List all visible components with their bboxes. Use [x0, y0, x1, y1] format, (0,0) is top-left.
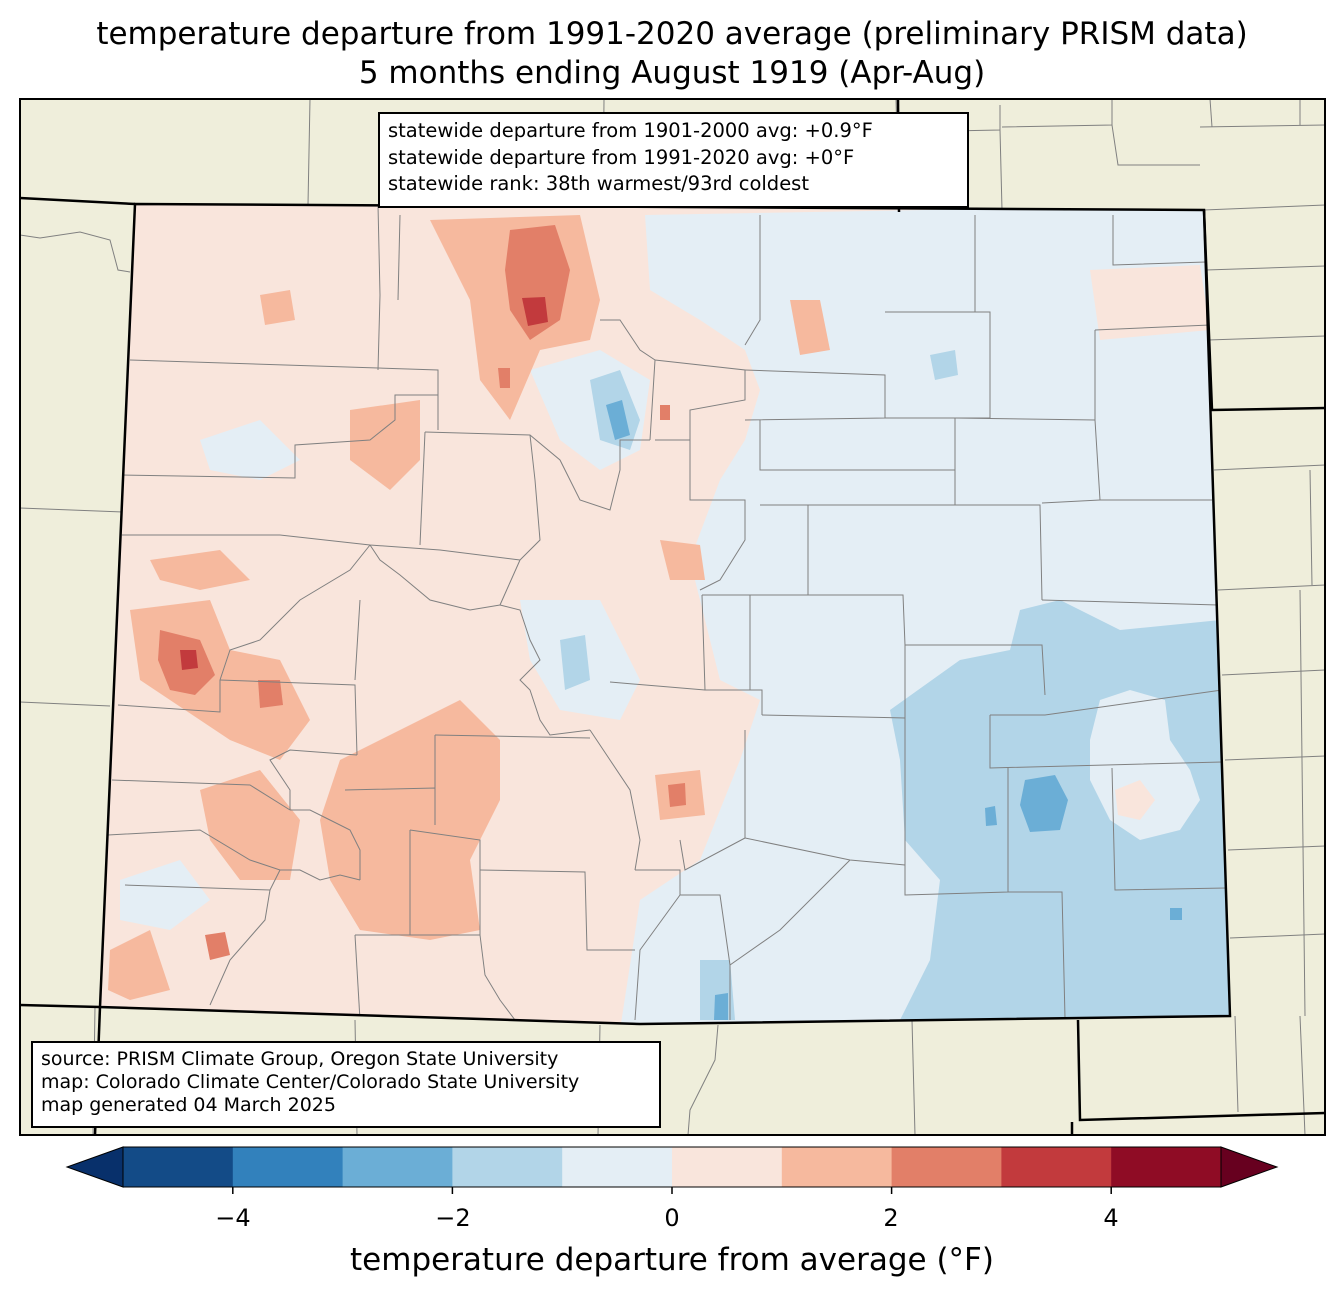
- stats-rank: statewide rank: 38th warmest/93rd coldes…: [388, 172, 809, 195]
- field-warmer-sw2: [200, 770, 300, 880]
- source-box: source: PRISM Climate Group, Oregon Stat…: [31, 1041, 661, 1128]
- field-hot-dot2: [660, 405, 670, 420]
- field-warmer-nw: [260, 290, 295, 325]
- stats-departure-1991-2020: statewide departure from 1991-2020 avg: …: [388, 145, 855, 169]
- field-hot-north: [505, 225, 570, 340]
- colorbar-bin: [232, 1147, 344, 1187]
- county-lines: [107, 204, 1229, 1021]
- map-title: temperature departure from 1991-2020 ave…: [96, 16, 1248, 52]
- field-hot-dot: [498, 368, 510, 388]
- field-colder-se: [1020, 775, 1068, 832]
- colorbar-tick-label: 4: [1103, 1204, 1119, 1232]
- colorado-border: [98, 202, 1232, 1026]
- field-colder-dot2: [1170, 908, 1182, 920]
- colorbar-tick-label: 0: [664, 1204, 680, 1232]
- colorbar-bin: [123, 1147, 234, 1187]
- colorbar-bin: [1001, 1147, 1112, 1187]
- map-subtitle: 5 months ending August 1919 (Apr-Aug): [358, 55, 986, 91]
- colorbar-bin: [562, 1147, 673, 1187]
- stats-departure-1901-2000: statewide departure from 1901-2000 avg: …: [388, 119, 873, 142]
- colorbar-tick-label: 2: [883, 1204, 899, 1232]
- colorbar-arrow-high: [1220, 1146, 1279, 1188]
- field-hotter-west: [180, 650, 198, 670]
- colorbar: [65, 1146, 1279, 1194]
- colorbar-bin: [452, 1147, 563, 1187]
- generated-date-line: map generated 04 March 2025: [41, 1094, 336, 1116]
- field-hot-pueblo: [668, 783, 686, 807]
- temperature-field: [100, 204, 1230, 1024]
- source-line: source: PRISM Climate Group, Oregon Stat…: [41, 1048, 559, 1070]
- field-warm-east-blob: [1090, 265, 1210, 340]
- field-colder-south: [714, 993, 728, 1020]
- field-hot-west2: [258, 680, 283, 708]
- field-cold-slv: [560, 635, 590, 690]
- field-cool-sw: [120, 860, 210, 930]
- colorbar-bin: [891, 1147, 1002, 1187]
- field-warmer-east1: [790, 300, 830, 355]
- field-warmer-west2: [150, 550, 250, 590]
- map-frame: [19, 98, 1326, 1136]
- map-credit-line: map: Colorado Climate Center/Colorado St…: [41, 1071, 580, 1093]
- field-warmer-sw: [320, 700, 500, 940]
- colorbar-bin: [1111, 1147, 1222, 1187]
- field-warmer-far-sw: [108, 930, 170, 1000]
- field-warmer-front: [660, 540, 705, 580]
- colorbar-tick-label: −4: [215, 1204, 251, 1232]
- colorbar-tick-label: −2: [435, 1204, 471, 1232]
- colorbar-label: temperature departure from average (°F): [350, 1242, 994, 1278]
- statewide-stats-box: statewide departure from 1901-2000 avg: …: [378, 112, 969, 208]
- colorbar-bin: [672, 1147, 783, 1187]
- field-hotter-north: [522, 297, 548, 326]
- colorbar-bin: [342, 1147, 453, 1187]
- field-warmer-center: [350, 400, 420, 490]
- field-colder-lake: [606, 400, 630, 440]
- colorbar-bin: [781, 1147, 893, 1187]
- field-cold-ne-dot: [930, 350, 958, 380]
- field-hot-sw: [205, 932, 230, 960]
- field-warm-hole: [1115, 780, 1155, 820]
- field-cool-west1: [200, 420, 300, 480]
- field-colder-dot1: [985, 806, 997, 826]
- colorbar-arrow-low: [65, 1146, 124, 1188]
